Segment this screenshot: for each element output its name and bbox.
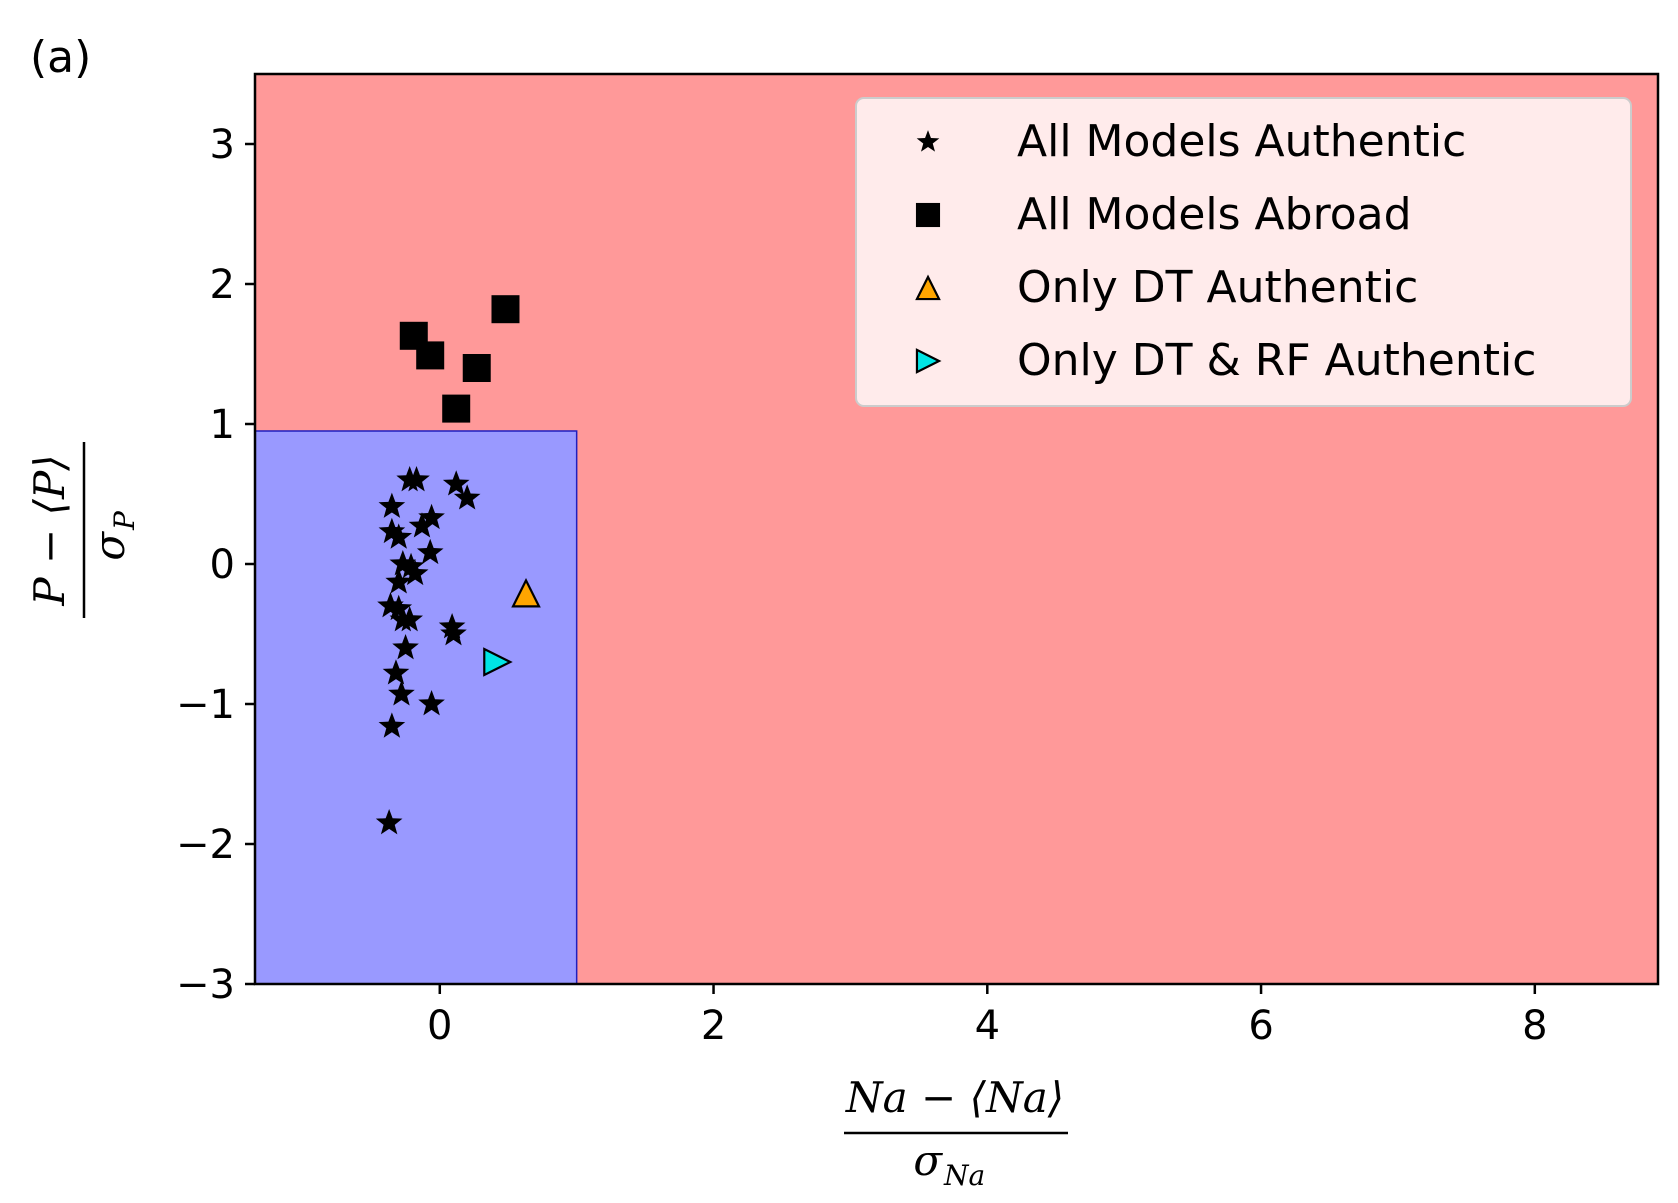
legend-label-only-dt-authentic: Only DT Authentic (1017, 262, 1418, 313)
point-star (397, 552, 425, 579)
legend: All Models Authentic All Models Abroad O… (855, 97, 1632, 407)
legend-box (855, 97, 1632, 407)
x-tick-label: 2 (701, 1003, 726, 1049)
point-triangle-right (483, 647, 513, 677)
x-tick-label: 8 (1522, 1003, 1547, 1049)
y-axis-label-subscript: P (108, 510, 141, 531)
point-star (416, 538, 444, 565)
y-tick-label: −3 (176, 962, 235, 1008)
data-points (375, 295, 541, 835)
point-star (408, 512, 436, 538)
y-tick-label: 2 (210, 262, 235, 308)
point-square (462, 354, 491, 382)
legend-label-only-dt-rf-authentic: Only DT & RF Authentic (1017, 335, 1536, 386)
y-tick-label: 3 (210, 122, 235, 168)
point-star (401, 559, 429, 586)
point-star (378, 517, 406, 544)
y-axis-label: P − ⟨P⟩ σ P (25, 442, 141, 618)
point-star (385, 594, 413, 621)
y-axis-ticks: −3 −2 −1 0 1 2 3 (176, 122, 255, 1008)
point-star (378, 492, 406, 518)
point-square (442, 394, 471, 423)
series-triangle-up (511, 577, 541, 608)
y-tick-label: 1 (210, 402, 235, 448)
x-tick-label: 6 (1248, 1003, 1273, 1049)
point-square (416, 341, 445, 370)
point-star (453, 484, 481, 510)
point-star (418, 503, 445, 530)
series-square (399, 295, 520, 423)
point-square (491, 295, 520, 324)
legend-markers (915, 130, 942, 374)
legend-marker-triangle-up (915, 274, 941, 301)
point-star (440, 620, 467, 646)
panel-label: (a) (30, 32, 91, 83)
point-star (389, 606, 417, 632)
legend-label-all-models-abroad: All Models Abroad (1017, 189, 1412, 240)
series-star (375, 466, 481, 835)
x-axis-label: Na − ⟨Na⟩ σ Na (844, 1073, 1068, 1192)
point-star (378, 712, 406, 738)
point-star (388, 680, 415, 706)
point-star (382, 659, 410, 685)
legend-marker-triangle-right (915, 348, 942, 374)
legend-label-all-models-authentic: All Models Authentic (1017, 116, 1466, 167)
x-axis-label-numerator: Na − ⟨Na⟩ (845, 1073, 1064, 1122)
y-axis-label-numerator: P − ⟨P⟩ (25, 454, 74, 606)
y-axis-label-denominator: σ (85, 531, 134, 561)
point-triangle-up (511, 577, 541, 608)
region-authentic (254, 430, 578, 985)
point-star (392, 634, 419, 660)
point-star (385, 523, 413, 549)
y-tick-label: 0 (210, 542, 235, 588)
x-axis-label-denominator: σ (913, 1136, 943, 1185)
y-tick-label: −1 (176, 682, 235, 728)
x-axis-label-subscript: Na (943, 1159, 985, 1192)
legend-marker-square (915, 202, 941, 228)
y-tick-label: −2 (176, 822, 235, 868)
legend-marker-star (916, 130, 940, 152)
x-axis-ticks: 0 2 4 6 8 (427, 984, 1548, 1049)
point-star (403, 466, 430, 492)
plot-frame (253, 72, 1660, 986)
point-star (418, 690, 445, 716)
x-tick-label: 0 (427, 1003, 452, 1049)
point-star (442, 470, 470, 496)
point-star (385, 568, 413, 594)
point-star (375, 809, 403, 835)
series-triangle-right (483, 647, 513, 677)
x-tick-label: 4 (975, 1003, 1000, 1049)
